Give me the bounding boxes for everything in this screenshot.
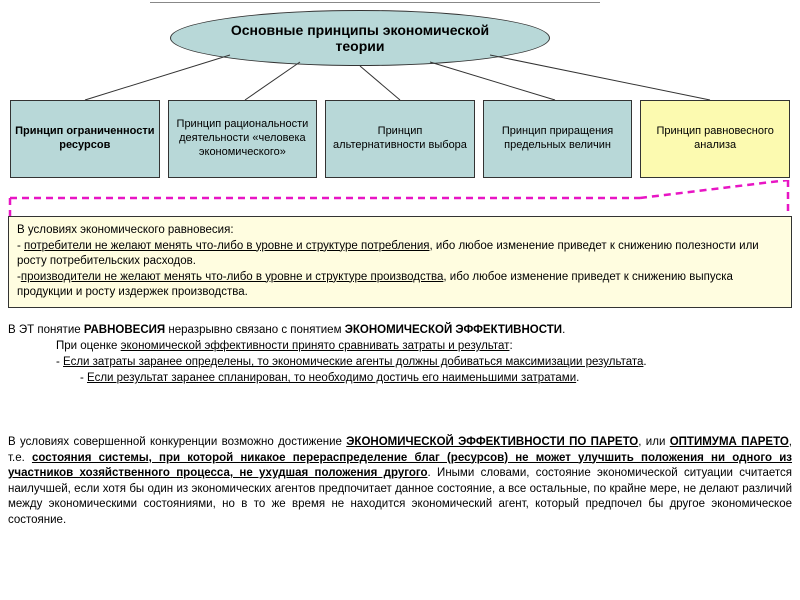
principle-boxes: Принцип ограниченности ресурсов Принцип … <box>10 100 790 178</box>
callout-connector <box>0 180 800 220</box>
top-divider <box>150 2 600 3</box>
para1-line3: - Если затраты заранее определены, то эк… <box>8 354 792 370</box>
principle-box-4: Принцип приращения предельных величин <box>483 100 633 178</box>
para1-line4: - Если результат заранее спланирован, то… <box>8 370 792 386</box>
efficiency-paragraph: В ЭТ понятие РАВНОВЕСИЯ неразрывно связа… <box>8 322 792 386</box>
principle-box-3: Принцип альтернативности выбора <box>325 100 475 178</box>
principle-box-5-text: Принцип равновесного анализа <box>645 125 785 153</box>
equilibrium-callout: В условиях экономического равновесия: - … <box>8 216 792 308</box>
principle-box-2-text: Принцип рациональности деятельности «чел… <box>173 118 313 159</box>
callout-line1: В условиях экономического равновесия: <box>17 223 783 239</box>
para1-line2: При оценке экономической эффективности п… <box>8 338 792 354</box>
principle-box-5: Принцип равновесного анализа <box>640 100 790 178</box>
callout-line3: -производители не желают менять что-либо… <box>17 270 783 301</box>
pareto-paragraph: В условиях совершенной конкуренции возмо… <box>8 435 792 528</box>
principle-box-2: Принцип рациональности деятельности «чел… <box>168 100 318 178</box>
principle-box-4-text: Принцип приращения предельных величин <box>488 125 628 153</box>
diagram-title: Основные принципы экономической теории <box>170 10 550 66</box>
callout-line2: - потребители не желают менять что-либо … <box>17 239 783 270</box>
principle-box-1: Принцип ограниченности ресурсов <box>10 100 160 178</box>
principle-box-3-text: Принцип альтернативности выбора <box>330 125 470 153</box>
para1-line1: В ЭТ понятие РАВНОВЕСИЯ неразрывно связа… <box>8 322 792 338</box>
principle-box-1-text: Принцип ограниченности ресурсов <box>15 125 155 153</box>
